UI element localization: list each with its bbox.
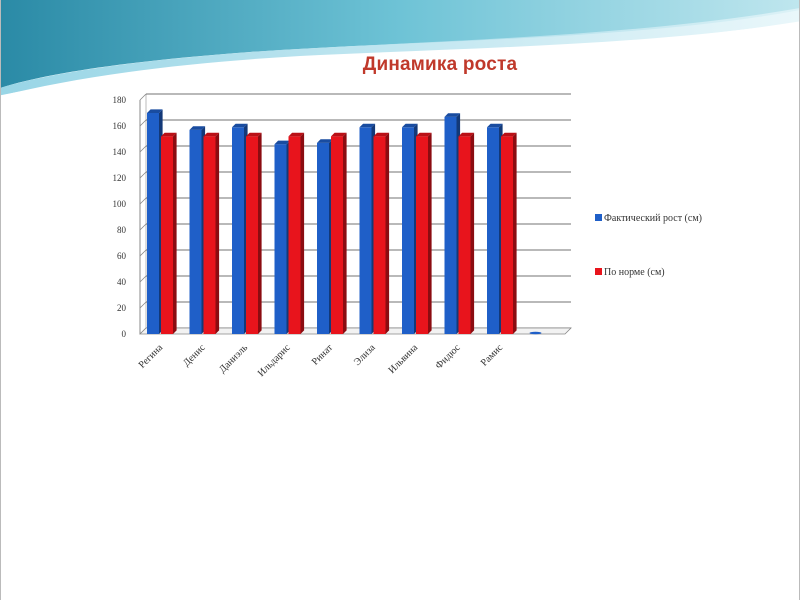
- y-axis-tick-labels: 0 20 40 60 80 100 120 140 160 180: [113, 95, 127, 339]
- bar: [317, 139, 333, 334]
- y-tick-label: 40: [117, 277, 127, 287]
- y-tick-label: 160: [113, 121, 127, 131]
- legend-label: По норме (см): [604, 267, 665, 278]
- category-label: Фидюс: [433, 342, 463, 372]
- gridline-depth: [139, 223, 147, 231]
- bar: [274, 140, 291, 334]
- bar: [501, 132, 517, 334]
- y-tick-label: 60: [117, 251, 127, 261]
- bar: [458, 132, 475, 334]
- gridline-depth: [139, 119, 147, 127]
- bar: [373, 132, 390, 334]
- bar: [444, 113, 461, 335]
- bar: [416, 132, 432, 334]
- category-label: Ильдарис: [256, 342, 293, 379]
- y-tick-label: 120: [113, 173, 127, 183]
- category-label: Даниэль: [217, 342, 250, 375]
- category-label: Ринат: [310, 342, 336, 368]
- y-tick-label: 80: [117, 225, 127, 235]
- bar: [203, 132, 220, 334]
- legend-swatch: [595, 214, 602, 221]
- x-axis-category-labels: Регина Денис Даниэль Ильдарис Ринат Элиза Ильв…: [137, 342, 506, 379]
- bar: [402, 123, 418, 334]
- bars: [147, 109, 542, 335]
- y-tick-label: 20: [117, 303, 127, 313]
- gridline-depth: [139, 171, 147, 179]
- legend-label: Фактический рост (см): [604, 213, 702, 224]
- category-label: Денис: [181, 342, 208, 369]
- gridline-depth: [139, 249, 147, 257]
- bar: [147, 109, 163, 335]
- gridline-depth: [139, 93, 147, 101]
- chart-title: Динамика роста: [362, 54, 518, 75]
- y-tick-label: 180: [113, 95, 127, 105]
- y-tick-label: 140: [113, 147, 127, 157]
- y-tick-label: 100: [113, 199, 127, 209]
- bar: [529, 331, 542, 335]
- bar: [161, 132, 177, 334]
- bar: [189, 126, 206, 334]
- gridline-depth: [139, 301, 147, 309]
- gridline-depth: [139, 145, 147, 153]
- category-label: Регина: [137, 342, 166, 371]
- bar: [246, 132, 262, 334]
- legend: Фактический рост (см) По норме (см): [595, 213, 702, 278]
- legend-swatch: [595, 268, 602, 275]
- bar: [487, 123, 503, 334]
- category-label: Элиза: [352, 342, 378, 368]
- bar: [359, 123, 376, 334]
- category-label: Ильвина: [386, 342, 420, 376]
- category-label: Рамис: [479, 342, 506, 369]
- gridline-depth: [139, 197, 147, 205]
- bar: [288, 132, 305, 334]
- bar: [331, 132, 347, 334]
- gridline-depth: [139, 275, 147, 283]
- bar: [232, 123, 248, 334]
- y-tick-label: 0: [122, 329, 127, 339]
